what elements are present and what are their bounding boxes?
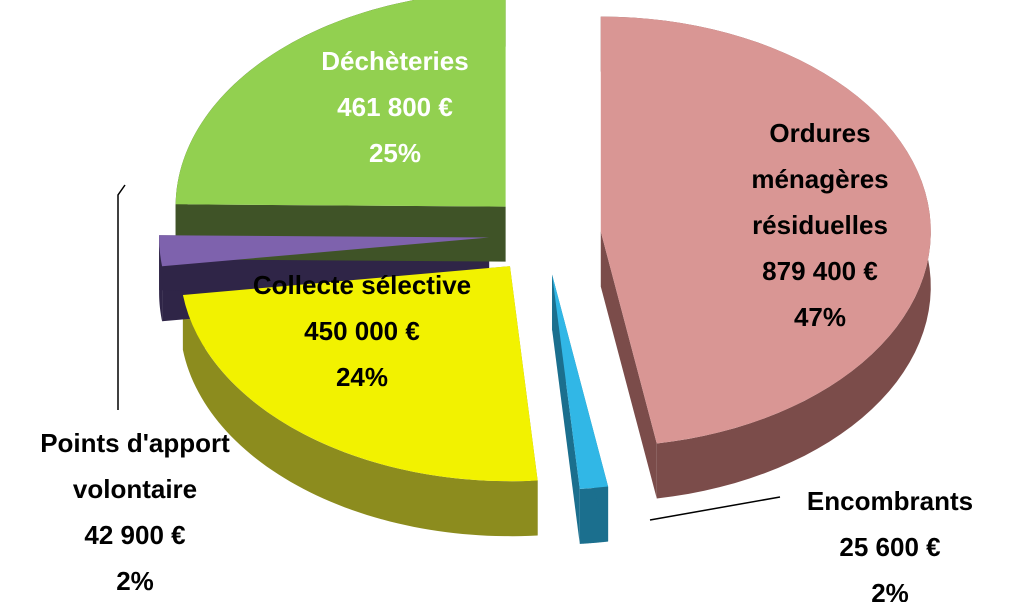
category-label: Points d'apport volontaire xyxy=(40,428,230,504)
slice-side xyxy=(182,295,538,537)
data-label: Collecte sélective 450 000 € 24% xyxy=(252,262,472,400)
data-label: Ordures ménagères résiduelles 879 400 € 47… xyxy=(720,110,920,340)
value-label: 42 900 € xyxy=(84,520,186,550)
slice-tops xyxy=(159,0,931,489)
slice xyxy=(552,274,609,489)
category-label: Collecte sélective xyxy=(252,270,472,300)
slice xyxy=(182,266,538,482)
value-label: 25 600 € xyxy=(839,532,941,562)
share-label: 24% xyxy=(335,362,389,392)
value-label: 879 400 € xyxy=(762,256,878,286)
category-label: Déchèteries xyxy=(321,46,469,76)
slice xyxy=(600,16,931,444)
data-label: Encombrants 25 600 € 2% xyxy=(760,478,1020,602)
slice-edge xyxy=(552,274,580,544)
data-label: Points d'apport volontaire 42 900 € 2% xyxy=(0,420,275,602)
leader-line xyxy=(649,496,781,521)
leader-line xyxy=(117,184,126,410)
share-label: 25% xyxy=(368,138,422,168)
category-label: Ordures ménagères résiduelles xyxy=(751,118,889,240)
value-label: 450 000 € xyxy=(304,316,420,346)
category-label: Encombrants xyxy=(806,486,974,516)
data-label: Déchèteries 461 800 € 25% xyxy=(265,38,525,176)
value-label: 461 800 € xyxy=(337,92,453,122)
slice-edge xyxy=(600,231,657,499)
share-label: 2% xyxy=(116,566,154,596)
slice xyxy=(159,235,490,267)
share-label: 2% xyxy=(871,578,909,602)
slice xyxy=(175,0,506,207)
share-label: 47% xyxy=(793,302,847,332)
